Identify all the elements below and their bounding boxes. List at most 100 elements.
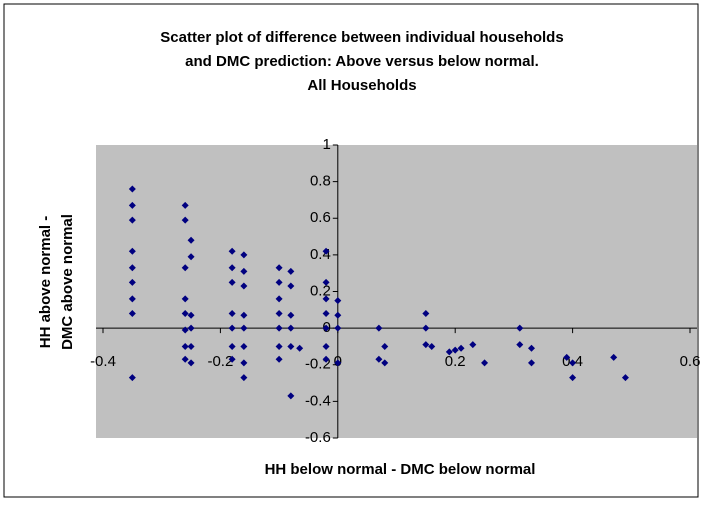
- data-point: [322, 247, 330, 255]
- data-point: [228, 355, 236, 363]
- data-point: [516, 341, 524, 349]
- data-point: [240, 374, 248, 382]
- data-point: [428, 342, 436, 350]
- x-tick-label: -0.2: [207, 353, 233, 370]
- data-point: [287, 324, 295, 332]
- data-point: [181, 264, 189, 272]
- data-point: [275, 355, 283, 363]
- y-tick-label: 0.2: [310, 282, 331, 299]
- data-point: [375, 355, 383, 363]
- data-point: [128, 295, 136, 303]
- data-point: [381, 359, 389, 367]
- data-point: [296, 344, 304, 352]
- data-point: [375, 324, 383, 332]
- data-point: [569, 359, 577, 367]
- data-point: [569, 374, 577, 382]
- data-point: [322, 324, 330, 332]
- data-point: [334, 359, 342, 367]
- data-point: [322, 278, 330, 286]
- data-point: [128, 309, 136, 317]
- y-tick-label: 0.6: [310, 209, 331, 226]
- y-tick-label: 1: [322, 136, 330, 153]
- data-point: [187, 359, 195, 367]
- data-point: [187, 311, 195, 319]
- data-point: [128, 247, 136, 255]
- data-point: [240, 267, 248, 275]
- y-axis-label: HH above normal -: [37, 216, 54, 349]
- data-point: [240, 282, 248, 290]
- data-point: [187, 342, 195, 350]
- data-point: [228, 309, 236, 317]
- chart-title: All Households: [307, 77, 416, 94]
- data-point: [128, 201, 136, 209]
- data-point: [334, 324, 342, 332]
- data-point: [181, 355, 189, 363]
- data-point: [610, 353, 618, 361]
- chart-title: and DMC prediction: Above versus below n…: [185, 53, 539, 70]
- data-point: [128, 264, 136, 272]
- data-point: [187, 253, 195, 261]
- x-axis-label: HH below normal - DMC below normal: [265, 461, 536, 478]
- data-point: [128, 374, 136, 382]
- data-point: [187, 236, 195, 244]
- data-point: [322, 295, 330, 303]
- x-tick-label: 0.6: [680, 353, 701, 370]
- data-point: [181, 309, 189, 317]
- data-point: [469, 341, 477, 349]
- data-point: [275, 278, 283, 286]
- data-point: [287, 311, 295, 319]
- data-point: [275, 342, 283, 350]
- data-point: [451, 346, 459, 354]
- data-point: [228, 278, 236, 286]
- data-point: [422, 324, 430, 332]
- data-point: [228, 264, 236, 272]
- y-tick-label: -0.6: [305, 429, 331, 446]
- data-point: [240, 311, 248, 319]
- data-point: [457, 344, 465, 352]
- y-tick-label: -0.4: [305, 392, 331, 409]
- data-point: [621, 374, 629, 382]
- data-point: [128, 216, 136, 224]
- data-point: [287, 392, 295, 400]
- data-point: [322, 342, 330, 350]
- data-point: [240, 251, 248, 259]
- data-point: [516, 324, 524, 332]
- data-point: [275, 309, 283, 317]
- data-point: [240, 359, 248, 367]
- plot-area: [96, 145, 697, 438]
- data-point: [275, 264, 283, 272]
- data-point: [528, 359, 536, 367]
- x-tick-label: 0.2: [445, 353, 466, 370]
- data-point: [322, 355, 330, 363]
- data-point: [422, 309, 430, 317]
- data-point: [334, 311, 342, 319]
- data-point: [481, 359, 489, 367]
- data-point: [128, 185, 136, 193]
- data-point: [422, 341, 430, 349]
- data-point: [445, 348, 453, 356]
- data-point: [228, 324, 236, 332]
- y-tick-label: 0.4: [310, 246, 331, 263]
- data-point: [287, 267, 295, 275]
- data-point: [181, 216, 189, 224]
- data-point: [181, 201, 189, 209]
- data-point: [240, 342, 248, 350]
- data-point: [381, 342, 389, 350]
- data-point: [228, 342, 236, 350]
- data-point: [287, 342, 295, 350]
- y-axis-label: DMC above normal: [59, 214, 76, 350]
- data-point: [128, 278, 136, 286]
- data-point: [181, 295, 189, 303]
- data-point: [187, 324, 195, 332]
- data-point: [563, 353, 571, 361]
- data-point: [528, 344, 536, 352]
- data-point: [181, 342, 189, 350]
- chart-title: Scatter plot of difference between indiv…: [160, 29, 563, 46]
- data-point: [287, 282, 295, 290]
- data-point: [322, 309, 330, 317]
- data-point: [275, 324, 283, 332]
- data-point: [181, 326, 189, 334]
- data-point: [240, 324, 248, 332]
